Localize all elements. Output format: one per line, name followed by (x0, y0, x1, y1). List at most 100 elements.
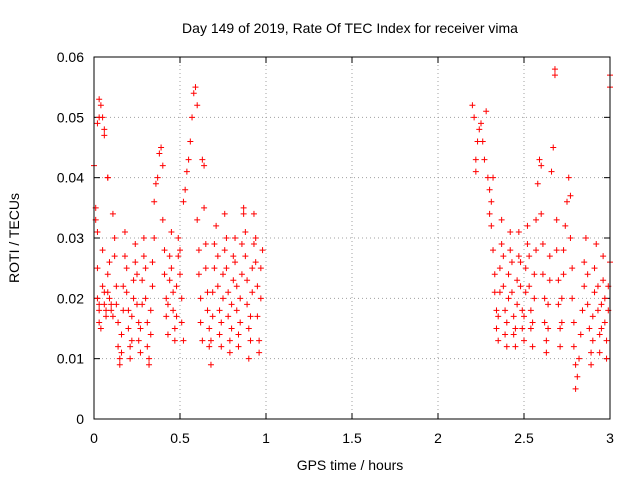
data-point (96, 96, 103, 103)
data-point (127, 355, 134, 362)
data-point (173, 283, 180, 290)
data-point (498, 216, 505, 223)
data-point (177, 271, 183, 278)
data-point (103, 307, 110, 314)
data-point (94, 295, 101, 302)
data-point (146, 361, 153, 368)
data-point (249, 265, 256, 272)
data-point (479, 138, 486, 145)
data-point (496, 265, 503, 272)
data-point (486, 186, 493, 193)
data-point (486, 210, 493, 217)
data-point (137, 349, 144, 356)
data-point (257, 265, 264, 272)
data-point (548, 168, 555, 175)
data-point (529, 319, 536, 326)
data-point (490, 174, 497, 181)
data-point (115, 319, 122, 326)
data-point (168, 228, 175, 235)
data-point (192, 84, 199, 91)
data-point (515, 228, 522, 235)
data-point (221, 210, 228, 217)
data-point (546, 277, 553, 284)
data-point (106, 295, 113, 302)
data-point (125, 325, 132, 332)
data-point (175, 253, 182, 260)
data-point (96, 319, 103, 326)
data-point (156, 150, 163, 157)
data-point (109, 210, 116, 217)
data-point (567, 192, 574, 199)
data-point (514, 277, 521, 284)
data-point (171, 337, 178, 344)
data-point (233, 283, 240, 290)
data-point (173, 313, 180, 320)
data-point (572, 361, 579, 368)
data-point (596, 331, 603, 338)
data-point (177, 247, 183, 254)
data-point (254, 283, 261, 290)
data-point (128, 337, 135, 344)
data-point (101, 132, 108, 139)
data-point (478, 120, 484, 127)
data-point (498, 241, 505, 248)
data-point (507, 228, 514, 235)
data-point (168, 265, 175, 272)
data-point (190, 90, 197, 97)
data-point (512, 325, 519, 332)
data-point (522, 289, 529, 296)
data-point (543, 349, 550, 356)
grid (94, 57, 610, 419)
data-point (555, 277, 562, 284)
data-point (201, 204, 208, 211)
data-point (250, 210, 257, 217)
data-point (152, 180, 159, 187)
data-point (220, 295, 226, 302)
data-point (108, 301, 115, 308)
data-point (230, 277, 237, 284)
data-point (491, 271, 498, 278)
data-point (254, 313, 261, 320)
data-point (541, 319, 548, 326)
data-point (569, 295, 576, 302)
data-point (99, 283, 106, 290)
data-point (185, 156, 192, 163)
data-point (588, 349, 595, 356)
data-point (204, 307, 211, 314)
data-point (249, 289, 256, 296)
data-point (522, 265, 529, 272)
data-point (591, 265, 598, 272)
data-point (209, 289, 216, 296)
data-point (199, 156, 206, 163)
data-point (581, 283, 588, 290)
data-point (113, 283, 120, 290)
data-point (598, 325, 605, 332)
data-point (154, 174, 161, 181)
data-point (159, 216, 166, 223)
data-point (218, 343, 225, 350)
data-point (194, 216, 201, 223)
data-point (502, 331, 509, 338)
data-point (226, 337, 233, 344)
data-point (250, 241, 257, 248)
data-point (161, 271, 168, 278)
data-point (96, 301, 103, 308)
data-point (500, 283, 507, 290)
data-point (560, 271, 567, 278)
data-point (589, 337, 596, 344)
data-point (582, 235, 589, 241)
data-point (247, 313, 254, 320)
data-point (553, 247, 560, 254)
data-point (149, 283, 156, 290)
data-point (503, 343, 510, 350)
data-point (139, 301, 146, 308)
data-point (135, 319, 142, 326)
data-point (505, 295, 512, 302)
axis-ticks: 0 0.5 1 1.5 2 2.5 3 0 0.01 0.02 0.03 0.04 0.05 0.06 (57, 49, 614, 446)
data-point (211, 265, 218, 272)
data-point (171, 325, 178, 332)
data-point (232, 235, 239, 241)
data-point (603, 337, 610, 344)
data-point (211, 241, 218, 248)
data-point (510, 313, 517, 320)
